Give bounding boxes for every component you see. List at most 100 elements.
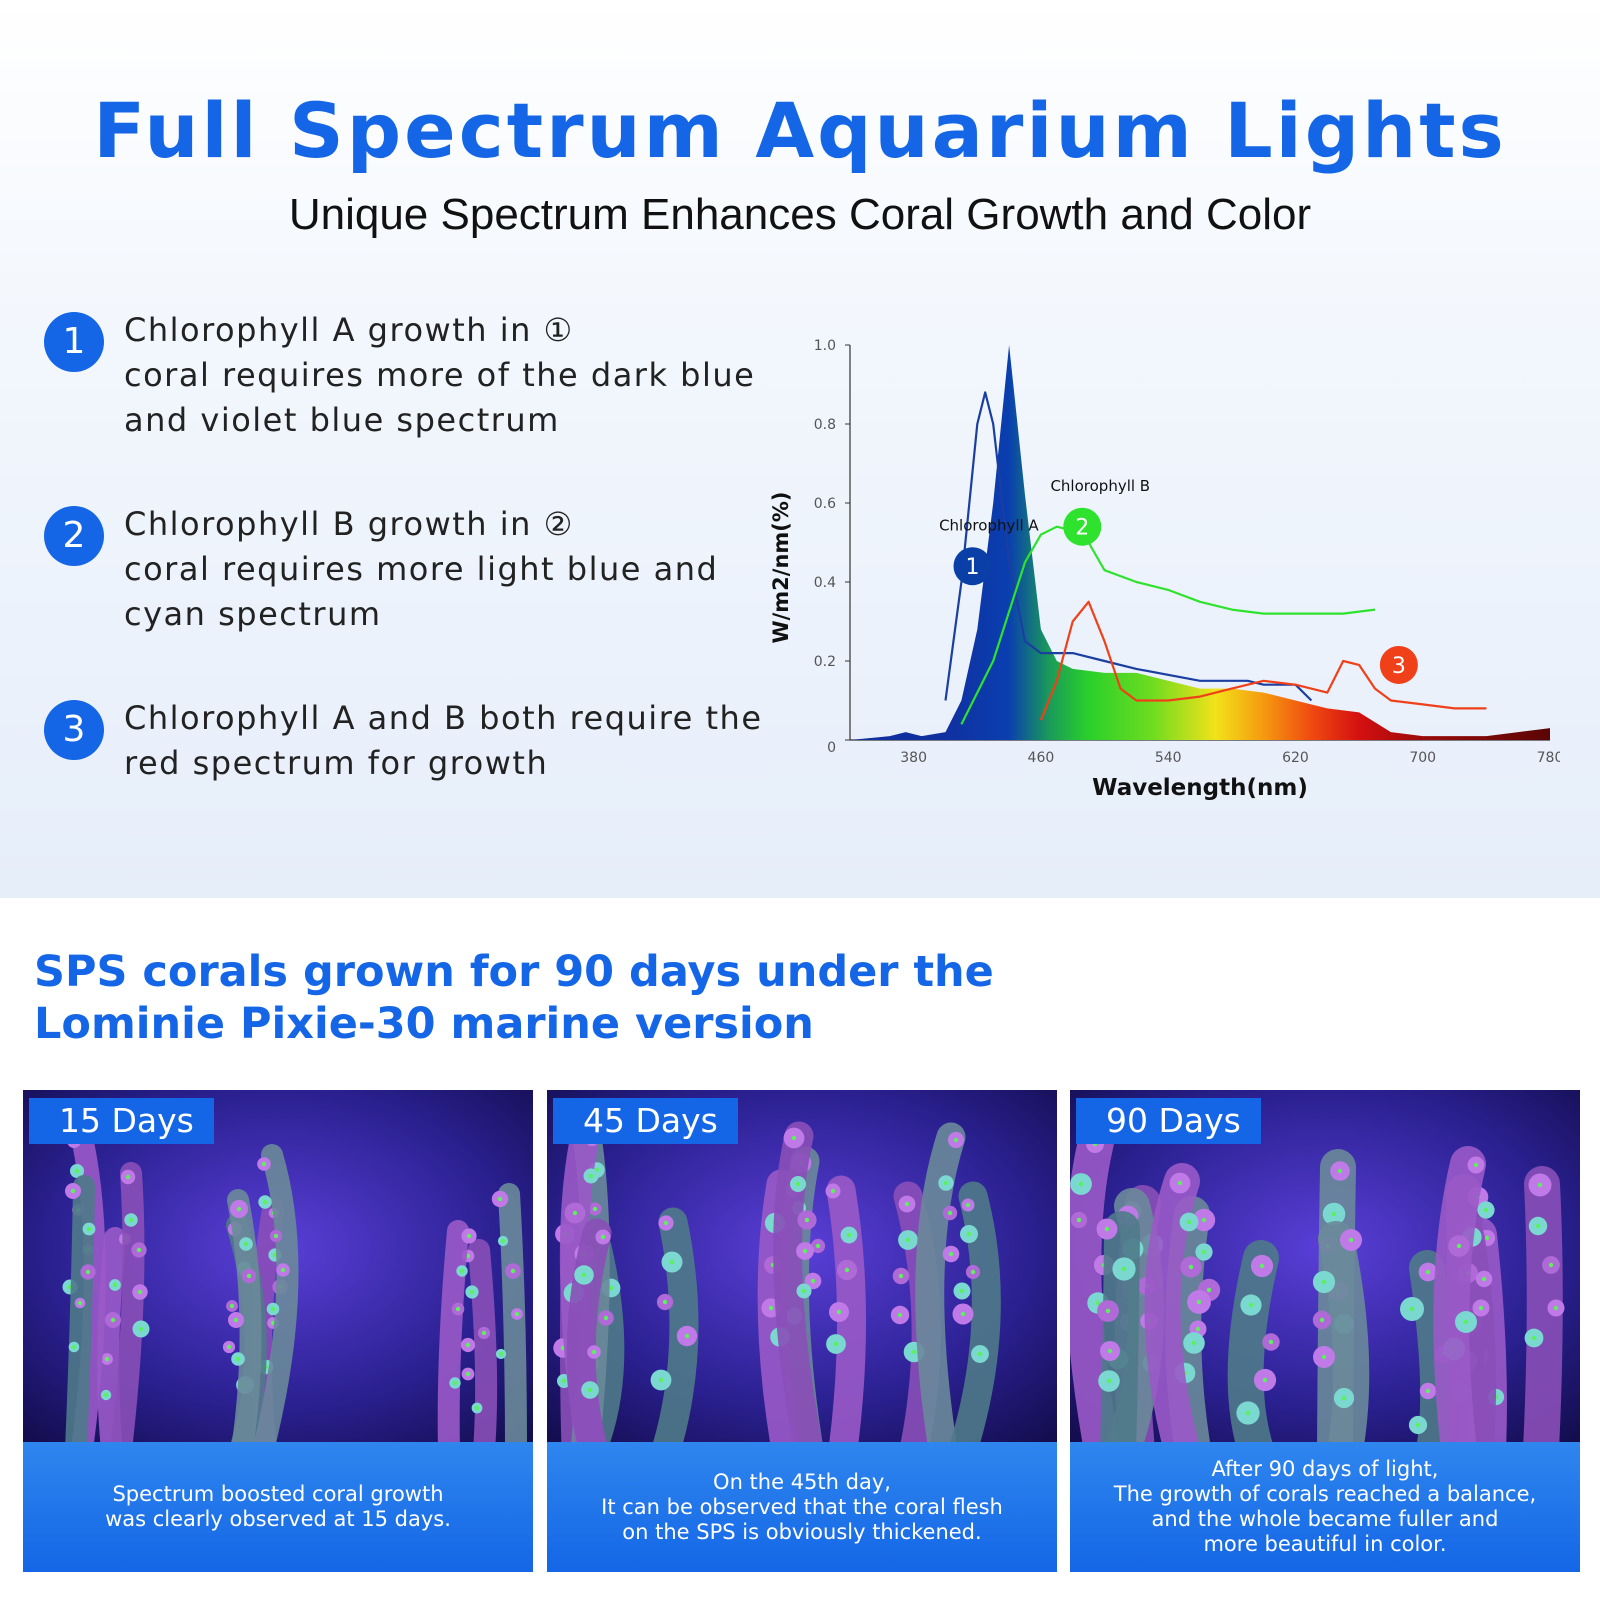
point-line: cyan spectrum: [124, 595, 382, 633]
number-badge: 3: [44, 700, 104, 760]
polyp-center: [246, 1273, 252, 1279]
coral-branch: [1523, 1166, 1563, 1442]
coral-card-90-days: 90 Days After 90 days of light, The grow…: [1070, 1090, 1580, 1572]
polyp-center: [137, 1289, 143, 1295]
caption-line: was clearly observed at 15 days.: [105, 1507, 451, 1531]
polyp-center: [229, 1303, 235, 1309]
point-line: Chlorophyll B growth in ②: [124, 505, 574, 543]
polyp-center: [830, 1188, 836, 1194]
chart-annotation-label: Chlorophyll A: [939, 517, 1039, 535]
point-line: Chlorophyll A growth in ①: [124, 311, 574, 349]
coral-photo: [23, 1090, 533, 1442]
point-text: Chlorophyll A growth in ① coral requires…: [124, 308, 754, 443]
section-heading: SPS corals grown for 90 days under the L…: [34, 946, 1234, 1050]
point-line: red spectrum for growth: [124, 744, 549, 782]
polyp-center: [953, 1137, 959, 1143]
polyp-center: [1268, 1339, 1274, 1345]
polyp-center: [970, 1269, 976, 1275]
polyp-center: [587, 1387, 593, 1393]
polyp-center: [897, 1312, 903, 1318]
polyp-center: [905, 1237, 911, 1243]
polyp-center: [592, 1206, 598, 1212]
coral-branch: [468, 1239, 498, 1442]
polyp-center: [603, 1315, 609, 1321]
polyp-center: [500, 1238, 506, 1244]
polyp-center: [233, 1317, 239, 1323]
coral-branch: [1433, 1146, 1486, 1442]
polyp-center: [1535, 1223, 1541, 1229]
polyp-center: [791, 1135, 797, 1141]
caption-line: more beautiful in color.: [1203, 1532, 1447, 1556]
polyp-center: [110, 1317, 116, 1323]
polyp-center: [1105, 1308, 1111, 1314]
polyp-center: [600, 1234, 606, 1240]
polyp-center: [455, 1306, 461, 1312]
polyp-center: [465, 1342, 471, 1348]
polyp-center: [581, 1272, 587, 1278]
polyp-center: [795, 1181, 801, 1187]
polyp-center: [833, 1341, 839, 1347]
polyp-center: [280, 1267, 286, 1273]
polyp-center: [138, 1326, 144, 1332]
polyp-center: [514, 1311, 520, 1317]
polyp-center: [810, 1278, 816, 1284]
chart-marker-2: [1063, 507, 1102, 546]
polyp-center: [497, 1196, 503, 1202]
caption-line: It can be observed that the coral flesh: [601, 1494, 1003, 1519]
polyp-center: [588, 1173, 594, 1179]
chart-annotation-label: Chlorophyll B: [1050, 477, 1150, 495]
coral-card-45-days: 45 Days On the 45th day, It can be obser…: [547, 1090, 1057, 1572]
polyp-center: [136, 1247, 142, 1253]
polyp-center: [1341, 1395, 1347, 1401]
polyp-center: [1121, 1266, 1127, 1272]
point-line: Chlorophyll A and B both require the: [124, 699, 763, 737]
number-badge: 2: [44, 506, 104, 566]
coral-branch: [253, 1144, 299, 1442]
polyp-center: [1463, 1319, 1469, 1325]
coral-branch: [1318, 1221, 1370, 1442]
polyp-center: [943, 1180, 949, 1186]
polyp-center: [128, 1217, 134, 1223]
coral-illustration: [1070, 1090, 1580, 1442]
polyp-center: [226, 1344, 232, 1350]
polyp-center: [898, 1273, 904, 1279]
polyp-center: [1337, 1168, 1343, 1174]
coral-branch: [826, 1175, 867, 1442]
polyp-center: [1206, 1287, 1212, 1293]
polyp-center: [70, 1188, 76, 1194]
spectrum-chart: 0 0.2 0.4 0.6 0.8 1.0 380 460 540 620 700 780 Wavele…: [769, 338, 1560, 801]
polyp-center: [1415, 1422, 1421, 1428]
polyp-center: [262, 1199, 268, 1205]
polyp-center: [966, 1231, 972, 1237]
polyp-center: [1481, 1276, 1487, 1282]
polyp-center: [1188, 1264, 1194, 1270]
polyp-center: [272, 1252, 278, 1258]
chart-marker-number: 1: [966, 555, 980, 580]
chart-marker-3: [1379, 645, 1418, 684]
polyp-center: [904, 1201, 910, 1207]
polyp-center: [86, 1226, 92, 1232]
polyp-center: [452, 1380, 458, 1386]
polyp-center: [1331, 1211, 1337, 1217]
polyp-center: [112, 1282, 118, 1288]
polyp-center: [510, 1268, 516, 1274]
polyp-center: [273, 1233, 279, 1239]
polyp-center: [1201, 1249, 1207, 1255]
x-tick-label: 380: [900, 750, 927, 766]
chart-marker-number: 3: [1392, 654, 1406, 679]
y-tick-label: 0.8: [814, 417, 836, 433]
coral-photo: [1070, 1090, 1580, 1442]
polyp-center: [801, 1288, 807, 1294]
polyp-center: [459, 1268, 465, 1274]
polyp-center: [1456, 1243, 1462, 1249]
polyp-center: [1259, 1263, 1265, 1269]
days-badge: 90 Days: [1076, 1098, 1261, 1144]
x-tick-label: 620: [1282, 750, 1309, 766]
polyp-center: [959, 1288, 965, 1294]
chlorophyll-b-line: [960, 525, 1376, 725]
polyp-center: [815, 1243, 821, 1249]
red-absorption-line: [1039, 600, 1487, 721]
caption-line: Spectrum boosted coral growth: [112, 1482, 444, 1506]
polyp-center: [1248, 1302, 1254, 1308]
polyp-center: [74, 1168, 80, 1174]
